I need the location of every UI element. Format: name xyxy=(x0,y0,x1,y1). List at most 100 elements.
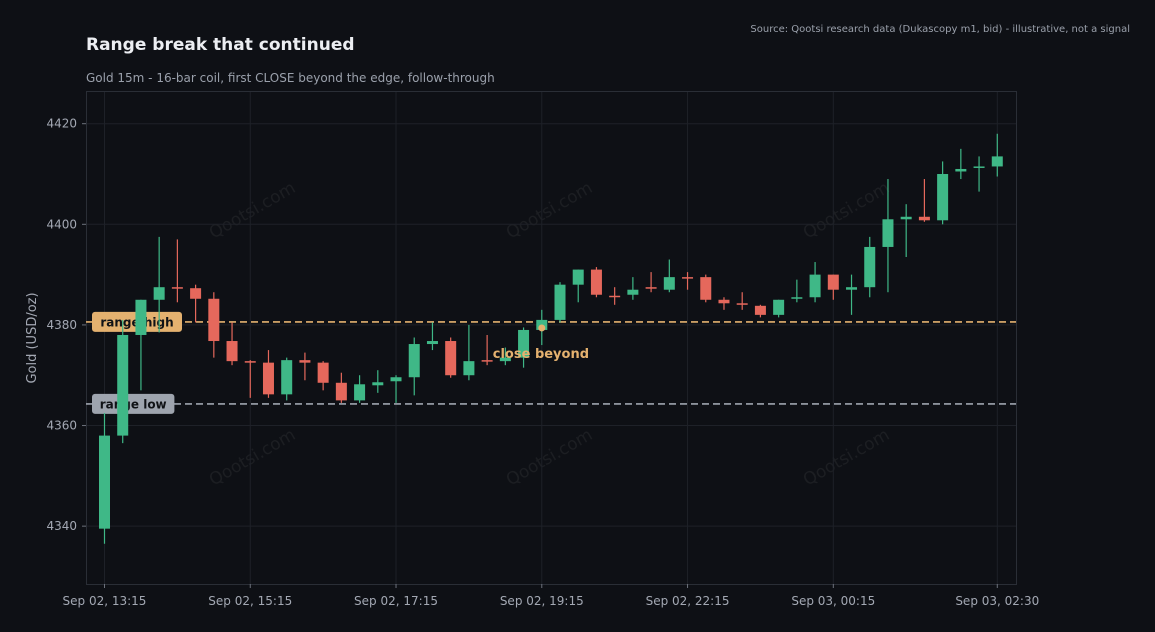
candle xyxy=(827,274,839,300)
breakout-marker xyxy=(538,324,546,332)
candle xyxy=(463,324,475,381)
annotations: close beyond xyxy=(493,324,589,362)
range-level-label: range low xyxy=(100,397,167,411)
candle-body xyxy=(590,269,602,295)
candle-body xyxy=(299,360,311,363)
watermark-text: Qootsi.com xyxy=(800,178,893,243)
candle-body xyxy=(991,156,1003,167)
x-tick-label: Sep 02, 19:15 xyxy=(500,594,584,608)
candle-body xyxy=(117,334,129,436)
candle-body xyxy=(609,295,621,298)
candle xyxy=(335,372,347,403)
candle xyxy=(955,148,967,180)
candle xyxy=(372,370,384,393)
candle xyxy=(299,352,311,381)
candle-body xyxy=(281,360,293,395)
x-tick-label: Sep 03, 02:30 xyxy=(955,594,1039,608)
chart-subtitle: Gold 15m - 16-bar coil, first CLOSE beyo… xyxy=(86,71,495,85)
range-level-badge xyxy=(92,393,175,414)
candle-body xyxy=(937,174,949,221)
watermark-text: Qootsi.com xyxy=(800,425,893,490)
candle xyxy=(153,236,165,333)
candle xyxy=(499,347,511,366)
x-tick-label: Sep 02, 17:15 xyxy=(354,594,438,608)
candle-body xyxy=(190,288,202,299)
candle xyxy=(390,375,402,403)
watermark-text: Qootsi.com xyxy=(206,425,299,490)
y-axis-ticks: 4340 4360 4380 4400 4420 xyxy=(46,117,86,533)
candle xyxy=(590,267,602,298)
candle-body xyxy=(481,360,493,362)
candle xyxy=(809,262,821,303)
candle xyxy=(518,327,530,368)
candle xyxy=(718,297,730,310)
watermark-text: Qootsi.com xyxy=(503,425,596,490)
range-levels: range highrange low xyxy=(86,311,1016,414)
candle-body xyxy=(754,305,766,315)
candle xyxy=(736,292,748,310)
candle-body xyxy=(809,274,821,298)
x-tick-label: Sep 02, 22:15 xyxy=(646,594,730,608)
candle-body xyxy=(955,168,967,172)
candle-body xyxy=(554,284,566,320)
watermark-layer: Qootsi.com Qootsi.com Qootsi.com Qootsi.com… xyxy=(206,178,893,490)
candle-body xyxy=(773,299,785,315)
candle xyxy=(426,322,438,351)
candle xyxy=(572,269,584,303)
candle-body xyxy=(864,246,876,288)
candle-body xyxy=(317,362,329,383)
candle xyxy=(554,282,566,323)
candle-body xyxy=(426,341,438,345)
candle xyxy=(135,299,147,391)
candle xyxy=(754,304,766,318)
plot-frame xyxy=(86,91,1017,585)
x-axis-ticks: Sep 02, 13:15 Sep 02, 15:15 Sep 02, 17:15 S… xyxy=(63,584,1039,608)
candle-body xyxy=(846,287,858,290)
candle xyxy=(864,236,876,298)
candle-body xyxy=(208,298,220,342)
candle-body xyxy=(445,341,457,376)
candle xyxy=(682,272,694,290)
candle xyxy=(408,337,420,396)
candle xyxy=(99,412,110,544)
candle xyxy=(627,277,639,300)
candle-body xyxy=(153,287,165,300)
candle-body xyxy=(572,269,584,285)
candle xyxy=(226,322,238,366)
candle xyxy=(663,259,675,293)
candle xyxy=(171,239,183,303)
candle-body xyxy=(372,382,384,386)
gridlines xyxy=(86,91,1016,584)
y-tick-label: 4420 xyxy=(46,117,77,131)
candle xyxy=(445,337,457,378)
candle-body xyxy=(682,277,694,279)
candle-body xyxy=(335,382,347,401)
x-tick-label: Sep 02, 13:15 xyxy=(63,594,147,608)
candle-body xyxy=(882,219,894,247)
candle-body xyxy=(171,287,183,289)
candle-body xyxy=(262,362,274,395)
chart-title: Range break that continued xyxy=(86,35,355,55)
candle-body xyxy=(973,166,985,168)
watermark-text: Qootsi.com xyxy=(503,178,596,243)
candle-body xyxy=(408,344,420,378)
candle xyxy=(900,204,912,258)
y-axis-label: Gold (USD/oz) xyxy=(25,292,40,383)
candle xyxy=(117,319,129,444)
candle xyxy=(609,287,621,305)
candle-body xyxy=(99,435,110,529)
candle-body xyxy=(918,216,930,221)
candle-body xyxy=(900,216,912,220)
candle xyxy=(918,179,930,222)
candle-body xyxy=(627,289,639,295)
candle xyxy=(700,274,712,303)
y-tick-label: 4400 xyxy=(46,217,77,231)
x-tick-label: Sep 02, 15:15 xyxy=(208,594,292,608)
candle xyxy=(208,292,220,358)
candle-body xyxy=(700,277,712,300)
candle xyxy=(973,156,985,192)
candle-body xyxy=(736,303,748,305)
y-tick-label: 4380 xyxy=(46,318,77,332)
candle xyxy=(645,272,657,293)
candle-body xyxy=(663,277,675,290)
